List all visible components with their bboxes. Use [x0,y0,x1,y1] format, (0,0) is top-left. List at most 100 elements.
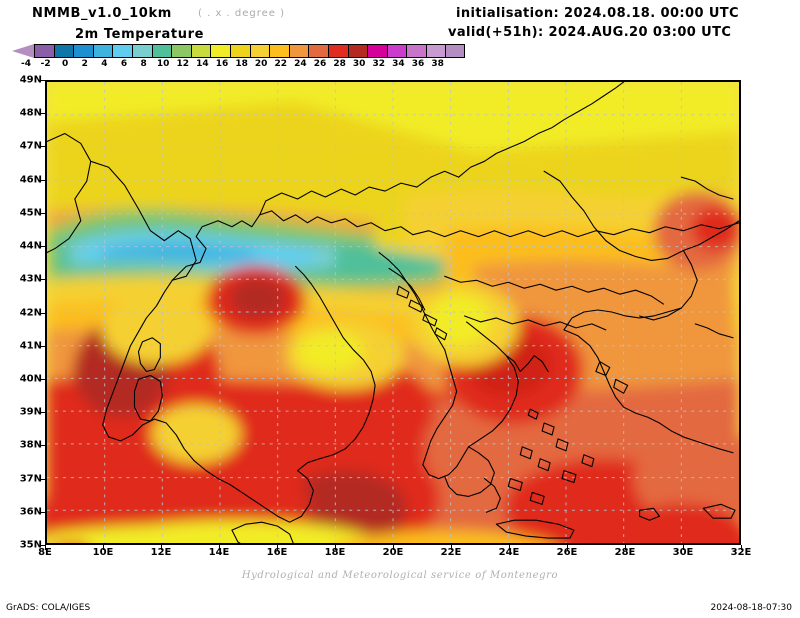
latitude-tick-mark [40,113,45,115]
colorbar-tick: 22 [274,59,288,69]
longitude-tick-mark [277,545,278,550]
colorbar-band [367,44,387,58]
colorbar-tick: 26 [313,59,327,69]
colorbar-tick: 0 [62,59,69,69]
colorbar-tick: 32 [372,59,386,69]
initialisation-time: initialisation: 2024.08.18. 00:00 UTC [456,6,739,21]
grads-credit: GrADS: COLA/IGES [6,603,91,613]
colorbar-band [386,44,407,58]
colorbar-below-min-arrow [12,44,34,58]
longitude-tick-mark [567,545,568,550]
latitude-tick-label: 43N [19,273,42,285]
latitude-axis: 35N 36N 37N 38N 39N 40N 41N 42N 43N 44N 45N 46N 47N 4… [0,0,42,618]
latitude-tick-label: 35N [19,539,42,551]
colorbar-band [445,44,466,58]
colorbar-tick: 14 [196,59,209,69]
latitude-tick-label: 39N [19,406,42,418]
valid-time: valid(+51h): 2024.AUG.20 03:00 UTC [448,25,732,40]
colorbar-tick: 18 [235,59,248,69]
colorbar-tick: 16 [215,59,229,69]
colorbar-tick: 28 [333,59,346,69]
longitude-tick-mark [451,545,452,550]
latitude-tick-mark [40,478,45,480]
colorbar-tick: 10 [156,59,170,69]
longitude-tick-mark [335,545,336,550]
colorbar-band [73,44,93,58]
latitude-tick-label: 42N [19,307,42,318]
latitude-tick-label: 40N [19,373,42,385]
latitude-tick-label: 37N [19,473,42,485]
colorbar-tick: 34 [392,59,405,69]
latitude-tick-label: 44N [19,240,42,252]
latitude-tick-mark [40,212,45,214]
latitude-tick-label: 36N [19,506,42,518]
colorbar-band [131,44,152,58]
latitude-tick-mark [40,545,45,546]
longitude-tick-label: 18E [324,547,346,558]
longitude-tick-mark [219,545,220,550]
map-canvas [47,82,739,543]
longitude-tick-label: 20E [382,547,404,558]
colorbar-tick: -4 [21,59,31,69]
generation-timestamp: 2024-08-18-07:30 [710,603,793,613]
latitude-tick-label: 48N [19,107,42,119]
colorbar-band [171,44,191,58]
colorbar-band [308,44,328,58]
colorbar-tick: 36 [411,59,425,69]
colorbar-tick: 6 [120,59,128,69]
longitude-tick-mark [741,545,742,550]
longitude-tick-mark [509,545,510,550]
temperature-map[interactable] [45,80,741,545]
longitude-tick-label: 14E [208,547,230,558]
colorbar-band [92,44,113,58]
colorbar-tick: 4 [101,59,108,69]
colorbar-band [190,44,211,58]
colorbar-bands [34,44,466,58]
latitude-tick-label: 47N [19,140,42,152]
model-subtitle: ( . x . degree ) [198,8,286,19]
latitude-tick-mark [40,378,45,380]
longitude-tick-mark [103,545,104,550]
latitude-tick-label: 45N [19,207,42,219]
longitude-tick-mark [683,545,684,550]
longitude-tick-mark [45,545,46,550]
longitude-tick-label: 8E [38,547,52,558]
colorbar-band [112,44,132,58]
latitude-tick-mark [40,412,45,414]
colorbar-band [347,44,368,58]
colorbar-band [269,44,289,58]
colorbar-tick: 12 [176,59,190,69]
colorbar-band [53,44,74,58]
colorbar-tick-labels: -4 -2 0 2 4 6 8 10 12 14 16 18 20 22 24 26 28 30 32 34 36 38 [8,59,468,71]
colorbar-tick: -2 [40,59,51,69]
latitude-tick-label: 38N [19,439,42,451]
latitude-tick-mark [40,345,45,347]
latitude-tick-label: 41N [19,340,42,352]
longitude-tick-mark [625,545,626,550]
longitude-tick-label: 16E [266,547,288,558]
longitude-tick-label: 26E [556,547,578,558]
latitude-tick-mark [40,146,45,148]
colorbar-tick: 30 [352,59,366,69]
longitude-tick-label: 12E [150,547,172,558]
colorbar-band [249,44,270,58]
colorbar-band [229,44,250,58]
graticule [47,82,739,543]
longitude-tick-label: 30E [672,547,694,558]
model-title: NMMB_v1.0_10km [32,6,172,21]
colorbar-band [327,44,348,58]
latitude-tick-mark [40,179,45,181]
colorbar-band [34,44,54,58]
colorbar-tick: 2 [81,59,88,69]
coastlines-and-borders [47,82,739,543]
colorbar-tick: 24 [294,59,307,69]
longitude-tick-label: 28E [614,547,636,558]
longitude-tick-label: 24E [498,547,520,558]
colorbar-band [210,44,230,58]
latitude-tick-label: 46N [19,174,42,186]
longitude-tick-mark [161,545,162,550]
colorbar-tick: 20 [254,59,268,69]
colorbar-tick: 8 [140,59,147,69]
colorbar-band [151,44,172,58]
longitude-tick-label: 32E [730,547,752,558]
